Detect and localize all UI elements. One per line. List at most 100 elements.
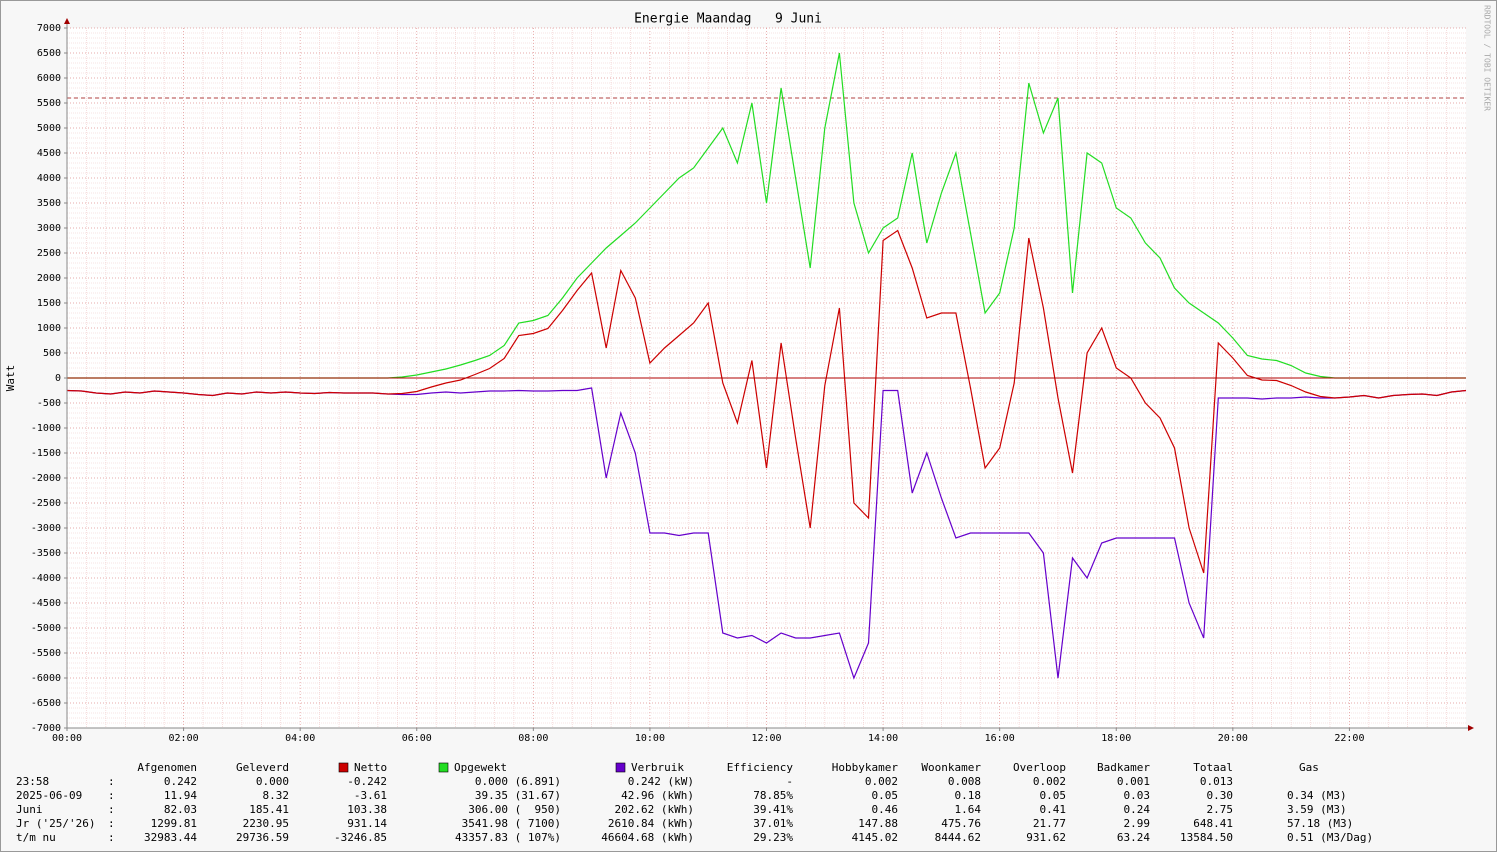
table-cell: 0.05 xyxy=(872,789,899,802)
x-tick-label: 14:00 xyxy=(868,733,898,744)
table-cell: 0.013 xyxy=(1200,775,1233,788)
table-cell: -3.61 xyxy=(354,789,387,802)
table-cell: 0.05 xyxy=(1040,789,1067,802)
table-cell: 0.242 (kW) xyxy=(628,775,694,788)
table-cell: 46604.68 (kWh) xyxy=(601,831,694,844)
table-cell: -0.242 xyxy=(347,775,387,788)
table-cell: 202.62 (kWh) xyxy=(615,803,694,816)
axis-arrow xyxy=(64,18,70,24)
table-cell: 648.41 xyxy=(1193,817,1233,830)
table-cell: 13584.50 xyxy=(1180,831,1233,844)
table-cell: 0.41 xyxy=(1040,803,1067,816)
table-cell: 0.18 xyxy=(955,789,982,802)
table-cell: -3246.85 xyxy=(334,831,387,844)
column-header: Geleverd xyxy=(236,761,289,774)
column-header: Gas xyxy=(1299,761,1319,774)
y-tick-label: -5000 xyxy=(31,623,61,634)
table-cell: 43357.83 ( 107%) xyxy=(455,831,561,844)
y-tick-label: 1500 xyxy=(37,298,61,309)
x-tick-label: 04:00 xyxy=(285,733,315,744)
row-label: 2025-06-09 xyxy=(16,789,82,802)
x-tick-label: 02:00 xyxy=(169,733,199,744)
table-cell: 0.000 xyxy=(256,775,289,788)
x-tick-label: 16:00 xyxy=(985,733,1015,744)
y-tick-label: 4500 xyxy=(37,148,61,159)
table-cell: 29736.59 xyxy=(236,831,289,844)
table-cell: 0.008 xyxy=(948,775,981,788)
row-label: 23:58 xyxy=(16,775,49,788)
column-header: Woonkamer xyxy=(921,761,981,774)
table-cell: 4145.02 xyxy=(852,831,898,844)
axis-arrow xyxy=(1468,725,1474,731)
x-tick-label: 20:00 xyxy=(1218,733,1248,744)
column-header: Totaal xyxy=(1193,761,1233,774)
series-line xyxy=(66,229,1467,574)
table-cell: 0.002 xyxy=(865,775,898,788)
y-tick-label: 6500 xyxy=(37,48,61,59)
legend-entry: Netto xyxy=(354,761,387,774)
y-tick-label: 5500 xyxy=(37,98,61,109)
y-tick-label: -7000 xyxy=(31,723,61,734)
table-cell: 42.96 (kWh) xyxy=(621,789,694,802)
y-tick-label: 2000 xyxy=(37,273,61,284)
table-cell: 147.88 xyxy=(858,817,898,830)
table-cell: 2230.95 xyxy=(243,817,289,830)
y-tick-label: 500 xyxy=(43,348,61,359)
y-tick-label: 2500 xyxy=(37,248,61,259)
separator: : xyxy=(108,775,115,788)
y-tick-label: 3000 xyxy=(37,223,61,234)
legend-entry: Verbruik xyxy=(631,761,684,774)
y-tick-label: -4000 xyxy=(31,573,61,584)
x-tick-label: 08:00 xyxy=(518,733,548,744)
table-cell: 0.24 xyxy=(1124,803,1151,816)
table-cell: 82.03 xyxy=(164,803,197,816)
y-tick-label: -5500 xyxy=(31,648,61,659)
table-cell: 32983.44 xyxy=(144,831,197,844)
separator: : xyxy=(108,831,115,844)
separator: : xyxy=(108,817,115,830)
x-tick-label: 06:00 xyxy=(402,733,432,744)
column-header: Afgenomen xyxy=(137,761,197,774)
table-cell: 3541.98 ( 7100) xyxy=(462,817,561,830)
table-cell: 931.62 xyxy=(1026,831,1066,844)
x-tick-label: 18:00 xyxy=(1101,733,1131,744)
table-cell: 37.01% xyxy=(753,817,793,830)
table-cell: 21.77 xyxy=(1033,817,1066,830)
y-tick-label: 6000 xyxy=(37,73,61,84)
table-cell: 0.002 xyxy=(1033,775,1066,788)
x-tick-label: 12:00 xyxy=(751,733,781,744)
table-cell: 29.23% xyxy=(753,831,793,844)
table-cell: 0.242 xyxy=(164,775,197,788)
table-cell: 2.99 xyxy=(1124,817,1151,830)
y-tick-label: 3500 xyxy=(37,198,61,209)
y-tick-label: -1000 xyxy=(31,423,61,434)
separator: : xyxy=(108,803,115,816)
table-cell: 475.76 xyxy=(941,817,981,830)
table-cell: 1.64 xyxy=(955,803,982,816)
y-tick-label: 4000 xyxy=(37,173,61,184)
row-label: t/m nu xyxy=(16,831,56,844)
y-tick-label: 1000 xyxy=(37,323,61,334)
watermark: RRDTOOL / TOBI OETIKER xyxy=(1483,5,1492,111)
table-cell: - xyxy=(786,775,793,788)
x-tick-label: 00:00 xyxy=(52,733,82,744)
table-cell: 0.46 xyxy=(872,803,899,816)
table-cell: 103.38 xyxy=(347,803,387,816)
table-cell: 57.18 (M3) xyxy=(1287,817,1353,830)
table-cell: 306.00 ( 950) xyxy=(468,803,561,816)
y-tick-label: -1500 xyxy=(31,448,61,459)
legend-swatch xyxy=(338,762,349,773)
table-cell: 0.51 (M3/Dag) xyxy=(1287,831,1373,844)
table-cell: 39.35 (31.67) xyxy=(475,789,561,802)
y-tick-label: -2500 xyxy=(31,498,61,509)
legend-swatch xyxy=(615,762,626,773)
table-cell: 8444.62 xyxy=(935,831,981,844)
y-tick-label: -4500 xyxy=(31,598,61,609)
table-cell: 0.30 xyxy=(1207,789,1234,802)
table-cell: 8.32 xyxy=(263,789,290,802)
table-cell: 0.001 xyxy=(1117,775,1150,788)
table-cell: 0.34 (M3) xyxy=(1287,789,1347,802)
column-header: Hobbykamer xyxy=(832,761,899,774)
table-cell: 931.14 xyxy=(347,817,387,830)
